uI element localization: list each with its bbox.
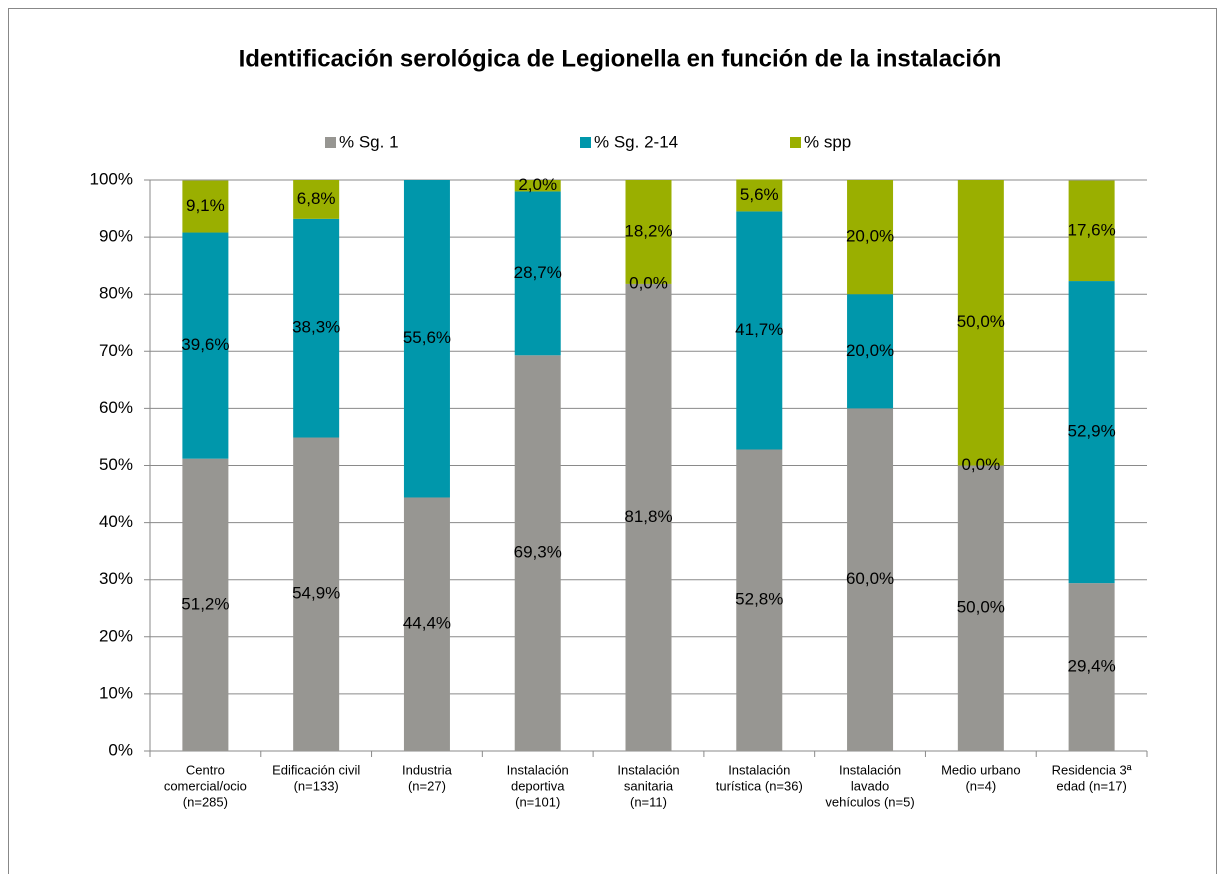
bar-segment: [182, 232, 229, 459]
y-tick-label: 30%: [99, 569, 133, 588]
bar-segment: [736, 179, 783, 212]
bar-segment: [514, 355, 561, 751]
data-label: 50,0%: [957, 312, 1005, 331]
x-tick-label: Edificación civil: [272, 762, 360, 777]
bar-segment: [293, 218, 340, 438]
x-tick-label: Medio urbano: [941, 762, 1021, 777]
x-tick-label: (n=101): [515, 794, 560, 809]
bar-segment: [514, 180, 561, 192]
chart-title: Identificación serológica de Legionella …: [239, 45, 1002, 72]
data-label: 20,0%: [846, 341, 894, 360]
legend-label: % Sg. 1: [339, 132, 399, 151]
data-label: 17,6%: [1068, 220, 1116, 239]
x-tick-label: lavado: [851, 778, 889, 793]
x-tick-label: vehículos (n=5): [825, 794, 914, 809]
x-tick-label: Centro: [186, 762, 225, 777]
x-tick-label: (n=11): [630, 794, 667, 809]
y-tick-label: 80%: [99, 284, 133, 303]
bar-segment: [736, 211, 783, 450]
data-label: 60,0%: [846, 569, 894, 588]
data-label: 29,4%: [1068, 657, 1116, 676]
legend-swatch: [580, 137, 591, 148]
x-tick-label: (n=133): [294, 778, 339, 793]
data-label: 20,0%: [846, 227, 894, 246]
legend-label: % Sg. 2-14: [594, 132, 678, 151]
data-label: 55,6%: [403, 328, 451, 347]
bar-segment: [1068, 281, 1115, 584]
bar-segment: [1068, 583, 1115, 751]
y-tick-label: 10%: [99, 683, 133, 702]
bar-segment: [182, 180, 229, 233]
data-label: 0,0%: [629, 273, 668, 292]
x-tick-label: comercial/ocio: [164, 778, 247, 793]
legend-swatch: [325, 137, 336, 148]
data-label: 18,2%: [624, 221, 672, 240]
data-label: 52,8%: [735, 590, 783, 609]
bar-segment: [403, 497, 450, 751]
y-tick-label: 60%: [99, 398, 133, 417]
bar-segment: [847, 180, 894, 295]
x-tick-label: edad (n=17): [1056, 778, 1126, 793]
data-label: 50,0%: [957, 598, 1005, 617]
data-label: 6,8%: [297, 189, 336, 208]
bar-segment: [293, 437, 340, 751]
x-tick-label: Instalación: [839, 762, 901, 777]
data-label: 2,0%: [518, 175, 557, 194]
bar-segment: [1068, 180, 1115, 282]
bar-segment: [293, 180, 340, 219]
y-tick-label: 90%: [99, 227, 133, 246]
data-label: 9,1%: [186, 196, 225, 215]
data-label: 5,6%: [740, 185, 779, 204]
y-tick-label: 0%: [108, 740, 133, 759]
x-tick-label: Instalación: [728, 762, 790, 777]
bar-segment: [736, 449, 783, 751]
data-label: 69,3%: [514, 543, 562, 562]
data-label: 38,3%: [292, 318, 340, 337]
data-label: 54,9%: [292, 584, 340, 603]
data-label: 28,7%: [514, 263, 562, 282]
bar-segment: [957, 180, 1004, 466]
data-label: 81,8%: [624, 507, 672, 526]
y-tick-label: 100%: [90, 169, 133, 188]
legend-label: % spp: [804, 132, 851, 151]
x-tick-label: Instalación: [507, 762, 569, 777]
x-tick-label: Residencia 3ª: [1052, 762, 1132, 777]
bar-segment: [182, 458, 229, 751]
bar-segment: [514, 191, 561, 356]
data-label: 52,9%: [1068, 422, 1116, 441]
data-label: 51,2%: [181, 594, 229, 613]
x-tick-label: (n=27): [408, 778, 446, 793]
bar-segment: [847, 294, 894, 409]
y-tick-label: 20%: [99, 626, 133, 645]
data-label: 39,6%: [181, 335, 229, 354]
bar-segment: [957, 465, 1004, 751]
x-tick-label: (n=4): [965, 778, 996, 793]
bar-segment: [625, 283, 672, 751]
data-label: 0,0%: [961, 455, 1000, 474]
bar-segment: [847, 408, 894, 751]
x-tick-label: turística (n=36): [716, 778, 803, 793]
data-label: 44,4%: [403, 614, 451, 633]
x-tick-label: deportiva: [511, 778, 565, 793]
y-tick-label: 40%: [99, 512, 133, 531]
x-tick-label: Industria: [402, 762, 453, 777]
legend-swatch: [790, 137, 801, 148]
x-tick-label: sanitaria: [624, 778, 674, 793]
y-tick-label: 50%: [99, 455, 133, 474]
data-label: 41,7%: [735, 320, 783, 339]
bar-segment: [403, 180, 450, 498]
bar-segment: [625, 180, 672, 284]
x-tick-label: (n=285): [183, 794, 228, 809]
y-tick-label: 70%: [99, 341, 133, 360]
x-tick-label: Instalación: [617, 762, 679, 777]
